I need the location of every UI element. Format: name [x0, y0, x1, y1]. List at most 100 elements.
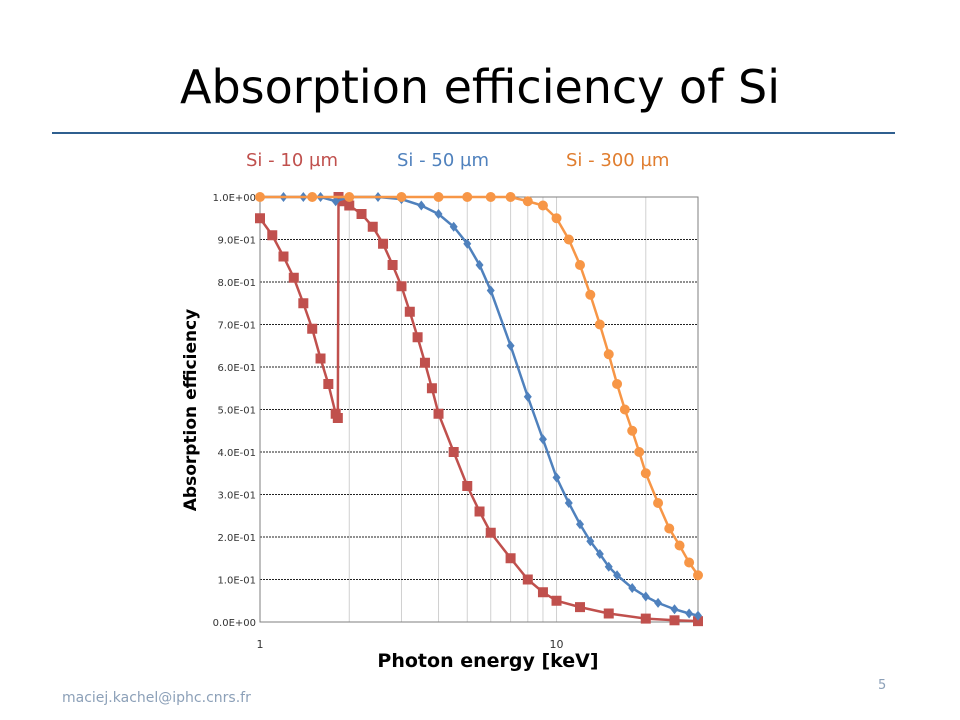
data-point: [585, 289, 596, 300]
data-point: [669, 615, 680, 626]
data-point: [641, 591, 650, 602]
data-point: [653, 498, 664, 508]
data-point: [552, 472, 561, 483]
data-point: [627, 425, 638, 436]
data-point: [538, 434, 547, 445]
y-tick-label: 7.0E-01: [217, 321, 256, 332]
data-point: [595, 549, 604, 559]
data-point: [576, 519, 585, 530]
data-point: [337, 196, 348, 207]
data-point: [412, 332, 423, 343]
data-point: [612, 379, 623, 389]
chart-series: [255, 192, 703, 627]
data-point: [255, 192, 265, 202]
data-point: [693, 570, 703, 581]
data-point: [604, 561, 613, 572]
data-point: [684, 557, 695, 568]
data-point: [551, 595, 562, 606]
data-point: [664, 523, 675, 534]
data-point: [694, 610, 702, 621]
data-point: [551, 213, 562, 224]
data-point: [564, 498, 573, 508]
data-point: [448, 447, 459, 457]
data-point: [505, 192, 516, 202]
data-point: [522, 196, 533, 207]
y-tick-label: 6.0E-01: [217, 363, 256, 374]
data-point: [537, 587, 548, 598]
data-point: [575, 602, 586, 613]
data-point: [613, 570, 622, 581]
footer-email: maciej.kachel@iphc.cnrs.fr: [62, 690, 251, 706]
slide-title: Absorption efficiency of Si: [180, 60, 780, 114]
data-point: [404, 306, 415, 317]
data-point: [463, 238, 472, 249]
data-point: [640, 613, 651, 624]
data-point: [367, 221, 378, 232]
data-point: [434, 209, 443, 219]
data-point: [586, 536, 595, 547]
data-point: [462, 481, 473, 491]
data-point: [640, 468, 651, 479]
data-point: [522, 574, 533, 585]
data-point: [594, 319, 605, 330]
data-point: [523, 391, 532, 402]
data-point: [255, 213, 265, 224]
data-point: [378, 238, 389, 249]
y-tick-label: 9.0E-01: [217, 236, 256, 247]
data-point: [387, 260, 398, 270]
y-axis-label: Absorption efficiency: [181, 309, 201, 512]
x-axis-label: Photon energy [keV]: [377, 650, 598, 672]
x-tick-label: 1: [257, 638, 264, 651]
data-point: [344, 192, 355, 202]
data-point: [307, 323, 318, 334]
y-tick-label: 8.0E-01: [217, 278, 256, 289]
data-point: [323, 379, 334, 389]
legend-si-10um: Si - 10 µm: [246, 150, 338, 171]
data-point: [433, 408, 444, 419]
legend-si-50um: Si - 50 µm: [397, 150, 489, 171]
data-point: [288, 272, 299, 283]
data-point: [417, 200, 426, 211]
y-tick-label: 0.0E+00: [213, 618, 256, 629]
data-point: [267, 230, 278, 241]
data-point: [619, 404, 630, 415]
data-point: [344, 200, 355, 211]
data-point: [332, 413, 343, 423]
y-tick-label: 4.0E-01: [217, 448, 256, 459]
data-point: [693, 616, 703, 627]
data-point: [506, 340, 515, 351]
data-point: [575, 260, 586, 270]
series-line: [260, 195, 699, 617]
data-point: [485, 527, 496, 538]
data-point: [307, 192, 318, 202]
data-point: [634, 447, 645, 457]
data-point: [654, 597, 663, 608]
title-divider: [52, 132, 895, 134]
data-point: [475, 260, 484, 270]
y-tick-label: 1.0E-01: [217, 576, 256, 587]
legend-si-300um: Si - 300 µm: [566, 150, 670, 171]
x-tick-label: 10: [550, 638, 564, 651]
data-point: [685, 608, 694, 619]
data-point: [298, 298, 309, 309]
data-point: [563, 234, 574, 245]
y-tick-label: 5.0E-01: [217, 406, 256, 417]
y-tick-label: 2.0E-01: [217, 533, 256, 544]
data-point: [356, 209, 367, 219]
data-point: [603, 608, 614, 619]
series-circle: [255, 192, 703, 581]
data-point: [449, 221, 458, 232]
data-point: [628, 583, 637, 593]
data-point: [670, 604, 679, 615]
data-point: [485, 192, 496, 202]
data-point: [278, 251, 289, 262]
data-point: [419, 357, 430, 368]
y-tick-label: 1.0E+00: [213, 193, 256, 204]
data-point: [537, 200, 548, 211]
page-number: 5: [878, 678, 887, 693]
chart-axis-ticks: 0.0E+00 1.0E-01 2.0E-01 3.0E-01 4.0E-01 5.0E-…: [213, 193, 564, 651]
y-tick-label: 3.0E-01: [217, 491, 256, 502]
data-point: [505, 553, 516, 564]
data-point: [396, 192, 407, 202]
data-point: [603, 349, 614, 360]
